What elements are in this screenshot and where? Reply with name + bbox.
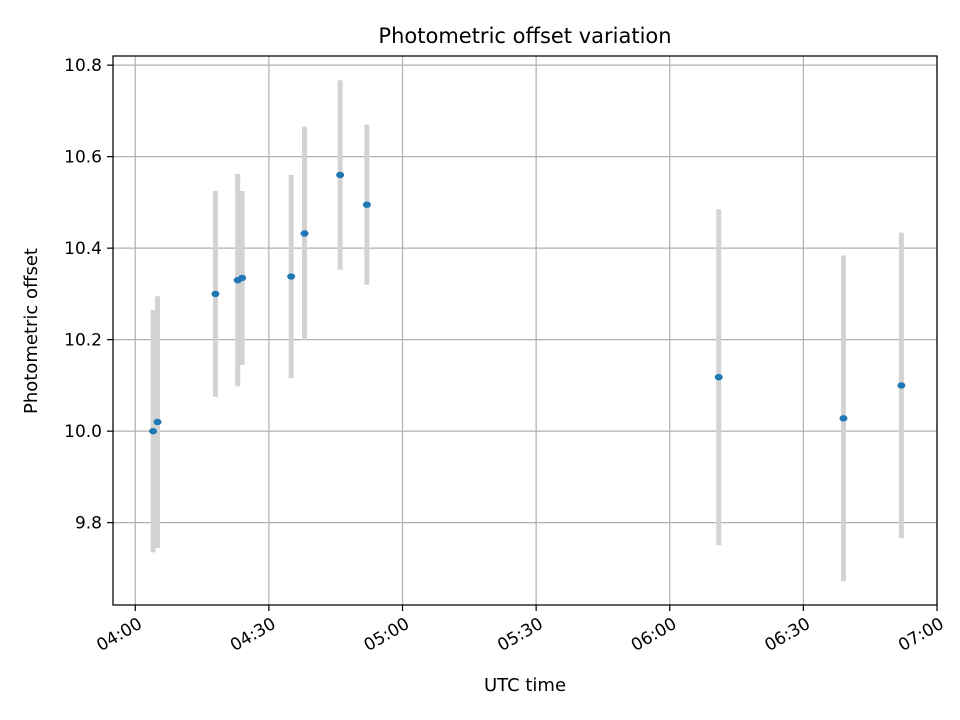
x-tick-label: 04:30	[227, 614, 279, 656]
x-tick-label: 05:00	[361, 614, 413, 656]
x-tick-label: 06:30	[761, 614, 813, 656]
plot-frame	[112, 55, 938, 606]
data-point	[897, 382, 906, 389]
y-tick-label: 10.0	[64, 422, 102, 442]
data-point	[300, 230, 309, 237]
data-point	[336, 171, 345, 179]
x-tick-label: 04:00	[93, 614, 145, 656]
y-tick-label: 9.8	[75, 514, 102, 534]
data-point	[714, 373, 723, 381]
data-point	[149, 427, 158, 435]
y-tick-label: 10.6	[64, 148, 102, 168]
x-tick-label: 05:30	[494, 614, 546, 656]
y-tick-label: 10.8	[64, 56, 102, 76]
y-tick-label: 10.2	[64, 331, 102, 351]
x-tick-label: 06:00	[628, 614, 680, 656]
grid	[113, 56, 938, 605]
data-point	[839, 415, 848, 422]
x-axis-title: UTC time	[484, 675, 566, 696]
ticks: 04:00 04:30 05:00 05:30 06:00 06:30 07:00 9.8 10…	[64, 56, 947, 656]
data-points	[149, 171, 906, 435]
y-axis-title: Photometric offset	[21, 248, 42, 414]
x-tick-label: 07:00	[895, 614, 947, 656]
data-point	[238, 274, 247, 282]
chart-title: Photometric offset variation	[378, 24, 671, 48]
data-point	[362, 201, 371, 208]
y-tick-label: 10.4	[64, 239, 102, 259]
data-point	[287, 273, 296, 280]
data-point	[153, 418, 162, 426]
data-point	[211, 290, 220, 298]
error-bars	[150, 80, 904, 582]
